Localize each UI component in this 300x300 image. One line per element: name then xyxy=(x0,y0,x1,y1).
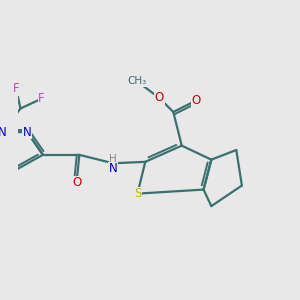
Text: N: N xyxy=(0,126,7,139)
Text: F: F xyxy=(38,92,45,105)
Text: CH₃: CH₃ xyxy=(127,76,146,86)
Text: O: O xyxy=(155,92,164,104)
Text: F: F xyxy=(13,82,20,95)
Text: N: N xyxy=(109,162,117,176)
Text: O: O xyxy=(72,176,81,189)
Text: O: O xyxy=(191,94,200,107)
Text: H: H xyxy=(109,154,117,164)
Text: S: S xyxy=(134,187,141,200)
Text: N: N xyxy=(23,126,32,139)
